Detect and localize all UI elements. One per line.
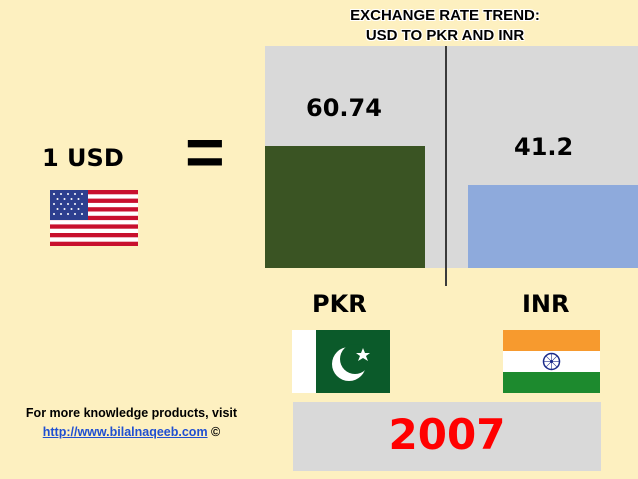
year-box: 2007 (293, 402, 601, 471)
chart-divider (445, 46, 447, 286)
data-label-inr: 41.2 (514, 133, 574, 162)
data-label-pkr: 60.74 (306, 94, 382, 122)
footer-note: For more knowledge products, visit http:… (4, 404, 259, 442)
bar-pkr (265, 146, 425, 268)
chart-title-line-2: USD TO PKR AND INR (365, 27, 525, 44)
base-currency-label: 1 USD (42, 144, 124, 172)
chart-title-line-1: EXCHANGE RATE TREND: (350, 7, 540, 24)
year-label: 2007 (388, 410, 506, 459)
copyright-symbol: © (211, 425, 221, 439)
category-label-inr: INR (522, 290, 570, 318)
equals-sign: = (185, 114, 225, 190)
usa-flag-icon (50, 190, 138, 246)
bar-inr (468, 185, 638, 268)
pakistan-flag-icon (292, 330, 390, 393)
chart-title: EXCHANGE RATE TREND: USD TO PKR AND INR (295, 6, 595, 46)
category-label-pkr: PKR (312, 290, 367, 318)
website-link[interactable]: http://www.bilalnaqeeb.com (42, 425, 208, 439)
footer-text: For more knowledge products, visit (25, 406, 238, 420)
india-flag-icon (503, 330, 600, 393)
